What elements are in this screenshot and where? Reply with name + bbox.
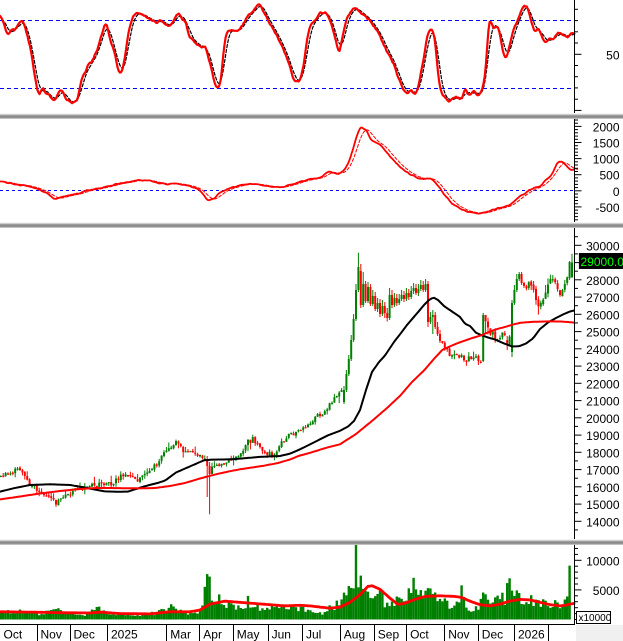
- svg-text:15000: 15000: [586, 498, 620, 512]
- svg-text:14000: 14000: [586, 515, 620, 529]
- svg-text:28000: 28000: [586, 274, 620, 288]
- svg-text:26000: 26000: [586, 308, 620, 322]
- svg-text:Oct: Oct: [410, 628, 429, 641]
- svg-text:18000: 18000: [586, 446, 620, 460]
- svg-text:May: May: [237, 628, 260, 641]
- svg-text:Nov: Nov: [448, 628, 469, 641]
- svg-text:Dec: Dec: [482, 628, 503, 641]
- svg-text:30000: 30000: [586, 239, 620, 253]
- svg-text:16000: 16000: [586, 481, 620, 495]
- svg-text:Apr: Apr: [203, 628, 222, 641]
- svg-text:22000: 22000: [586, 377, 620, 391]
- svg-text:25000: 25000: [586, 326, 620, 340]
- svg-text:20000: 20000: [586, 412, 620, 426]
- svg-text:1000: 1000: [593, 153, 620, 167]
- svg-text:24000: 24000: [586, 343, 620, 357]
- svg-text:2026: 2026: [518, 628, 545, 641]
- svg-text:1500: 1500: [593, 137, 620, 151]
- svg-text:Jun: Jun: [272, 628, 291, 641]
- svg-text:x10000: x10000: [579, 613, 612, 624]
- svg-text:Dec: Dec: [74, 628, 95, 641]
- svg-text:Jul: Jul: [306, 628, 321, 641]
- svg-text:2000: 2000: [593, 120, 620, 134]
- svg-text:Oct: Oct: [4, 628, 23, 641]
- svg-text:50: 50: [606, 48, 620, 62]
- svg-text:5000: 5000: [593, 584, 620, 598]
- svg-text:-500: -500: [595, 201, 619, 215]
- svg-text:0: 0: [613, 185, 620, 199]
- svg-text:29000.00: 29000.00: [581, 255, 623, 269]
- svg-text:Nov: Nov: [41, 628, 62, 641]
- svg-text:21000: 21000: [586, 395, 620, 409]
- svg-text:17000: 17000: [586, 464, 620, 478]
- svg-text:19000: 19000: [586, 429, 620, 443]
- svg-text:2025: 2025: [111, 628, 138, 641]
- svg-text:23000: 23000: [586, 360, 620, 374]
- svg-text:27000: 27000: [586, 291, 620, 305]
- svg-text:Sep: Sep: [378, 628, 400, 641]
- svg-text:Mar: Mar: [170, 628, 191, 641]
- svg-text:Aug: Aug: [344, 628, 365, 641]
- svg-text:10000: 10000: [586, 554, 620, 568]
- svg-text:500: 500: [599, 169, 619, 183]
